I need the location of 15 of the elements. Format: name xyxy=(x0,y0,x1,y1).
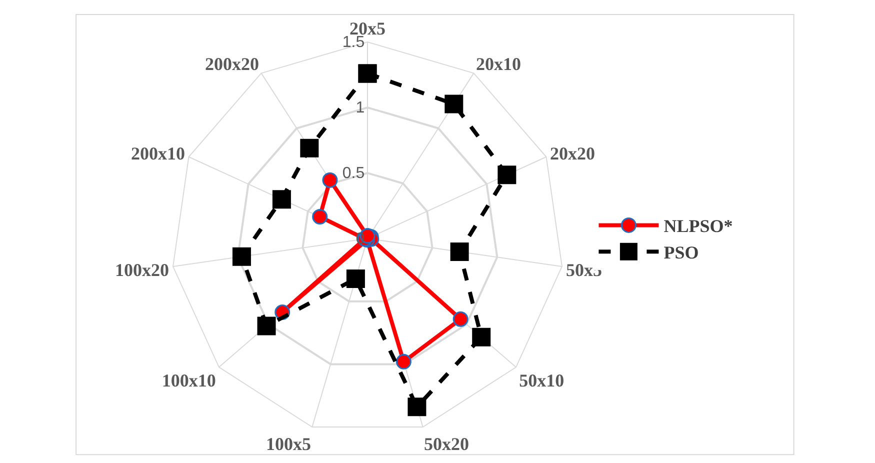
spoke-label: 200x10 xyxy=(131,143,186,164)
y-tick-label: 1.5 xyxy=(342,34,365,52)
spoke-label: 100x20 xyxy=(114,260,169,280)
spoke-label: 100x5 xyxy=(266,434,311,454)
legend-label: NLPSO* xyxy=(664,216,733,236)
spoke-label: 50x10 xyxy=(519,370,564,390)
y-tick-label: 0 xyxy=(356,230,365,248)
spoke-label: 50x20 xyxy=(424,434,470,454)
spoke-label: 100x10 xyxy=(162,370,216,390)
spoke-label: 20x20 xyxy=(550,143,595,164)
y-tick-label: 0.5 xyxy=(342,165,365,182)
legend-label: PSO xyxy=(664,242,699,263)
y-tick-label: 1 xyxy=(356,100,365,117)
spoke-label: 20x10 xyxy=(476,54,521,74)
spoke-label: 200x20 xyxy=(205,54,260,74)
